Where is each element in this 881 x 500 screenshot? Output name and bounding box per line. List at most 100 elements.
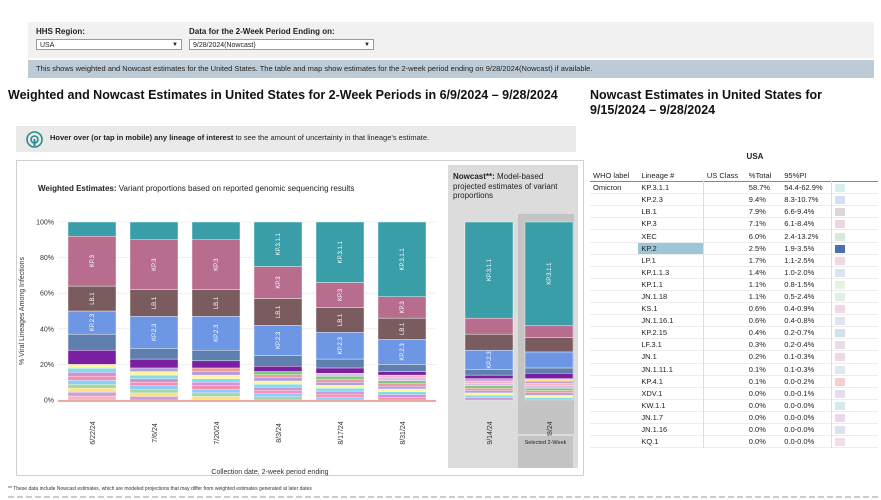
pct-cell: 1.1% [748,279,766,289]
lineage-color-swatch [835,208,846,217]
pct-cell: 1.7% [748,255,766,265]
us-class-cell [704,351,746,363]
lineage-swatch-cell [831,375,878,388]
pct-cell: 0.3% [748,340,766,350]
table-row[interactable]: XDV.1 0.0% 0.0-0.1% [590,387,878,400]
table-row[interactable]: KS.1 0.6% 0.4-0.9% [590,302,878,315]
lineage-cell: KP.4.1 [638,375,705,388]
pct-cell: 0.0% [748,400,766,410]
bar-segment [524,378,574,382]
bar-segment [377,377,427,381]
bar-segment [191,221,241,240]
bar-segment [67,380,117,385]
who-label-cell [590,375,638,387]
lineage-swatch-cell [831,423,878,436]
table-row[interactable]: JN.1.16.1 0.6% 0.4-0.8% [590,314,878,327]
lineage-cell: KW.1.1 [638,399,705,412]
table-row[interactable]: JN.1.16 0.0% 0.0-0.0% [590,423,878,436]
table-row[interactable]: KP.4.1 0.1% 0.0-0.2% [590,375,878,388]
chevron-down-icon: ▼ [172,42,178,48]
lineage-color-swatch [835,401,846,410]
bar-segment [377,397,427,401]
table-row[interactable]: LF.3.1 0.3% 0.2-0.4% [590,338,878,351]
pct-cell: 7.9% [748,207,766,217]
table-row[interactable]: JN.1 0.2% 0.1-0.3% [590,350,878,363]
bar-segment [524,367,574,374]
table-row[interactable]: JN.1.7 0.0% 0.0-0.0% [590,411,878,424]
bar-segment [464,395,514,398]
bar-segment [129,358,179,369]
bar-segment [377,383,427,387]
region-label: HHS Region: [36,27,85,36]
lineage-color-swatch [835,220,846,229]
table-row[interactable]: XEC 6.0% 2.4-13.2% [590,229,878,243]
lineage-cell: JN.1.16.1 [638,314,705,327]
lineage-color-swatch [835,293,846,301]
bar-segment [67,349,117,365]
bar-segment [129,396,179,401]
lineage-swatch-cell [831,338,878,351]
pi-cell: 0.0-0.1% [784,388,815,398]
bar-segment [129,316,179,349]
lineage-color-swatch [835,280,846,289]
lineage-cell: JN.1 [638,350,705,363]
bar-segment [129,378,179,383]
us-class-cell [704,436,746,448]
table-row[interactable]: KQ.1 0.0% 0.0-0.0% [590,435,878,448]
bar-segment-label: KP.3.1.1 [400,248,406,271]
pi-cell: 1.0-2.0% [784,267,815,277]
bar-segment [315,396,365,401]
table-row[interactable]: KW.1.1 0.0% 0.0-0.0% [590,399,878,412]
table-row[interactable]: KP.2.3 9.4% 8.3-10.7% [590,193,878,206]
lineage-swatch-cell [831,363,878,376]
y-tick-label: 60% [40,291,54,298]
bar-segment [191,289,241,317]
bar-segment-label: KP.3 [400,301,406,314]
table-row[interactable]: Omicron KP.3.1.1 58.7% 54.4-62.9% [590,181,878,194]
pct-cell: 0.0% [748,412,766,422]
lineage-color-swatch [835,232,846,241]
bar-segment [253,387,303,391]
bar-segment [464,378,514,382]
lineage-color-swatch [835,438,846,447]
us-class-cell [704,278,746,290]
bar-segment [464,374,514,379]
table-row[interactable]: LB.1 7.9% 6.6-9.4% [590,205,878,218]
table-row[interactable]: JN.1.18 1.1% 0.5-2.4% [590,290,878,303]
bar-segment [524,385,574,389]
bar-segment [191,360,241,369]
table-row[interactable]: LP.1 1.7% 1.1-2.5% [590,254,878,267]
bar-segment [464,221,514,319]
y-tick-label: 40% [40,326,54,333]
bar-segment [253,266,303,299]
lineage-swatch-cell [831,254,878,267]
table-row[interactable]: KP.1.1.3 1.4% 1.0-2.0% [590,266,878,279]
hover-hint: Hover over (or tap in mobile) any lineag… [16,126,576,152]
region-select[interactable]: USA ▼ [36,39,182,50]
bar-segment [253,377,303,382]
lineage-color-swatch [835,256,846,265]
lineage-color-swatch [835,389,846,398]
bar-segment [524,351,574,369]
bar-segment [315,382,365,386]
bar-segment-label: LB.1 [338,313,344,326]
table-row[interactable]: KP.1.1 1.1% 0.8-1.5% [590,278,878,291]
lineage-color-swatch [835,184,846,193]
bar-segment [191,349,241,362]
table-row[interactable]: JN.1.11.1 0.1% 0.1-0.3% [590,363,878,376]
bar-segment [524,325,574,338]
who-label-cell [590,339,638,351]
table-row[interactable]: KP.2.15 0.4% 0.2-0.7% [590,326,878,339]
bar-segment [315,387,365,392]
bar-segment [129,239,179,290]
bar-segment [129,374,179,379]
table-row[interactable]: KP.3 7.1% 6.1-8.4% [590,217,878,230]
table-header-row: WHO label Lineage # US Class %Total 95%P… [590,170,878,182]
period-select[interactable]: 9/28/2024(Nowcast) ▼ [189,39,374,50]
who-label-cell: Omicron [593,183,622,193]
table-row[interactable]: KP.2 2.5% 1.9-3.5% [590,242,878,255]
x-tick-label: 8/17/24 [338,421,345,444]
bar-segment-label: LB.1 [400,322,406,335]
who-label-cell [590,218,638,230]
